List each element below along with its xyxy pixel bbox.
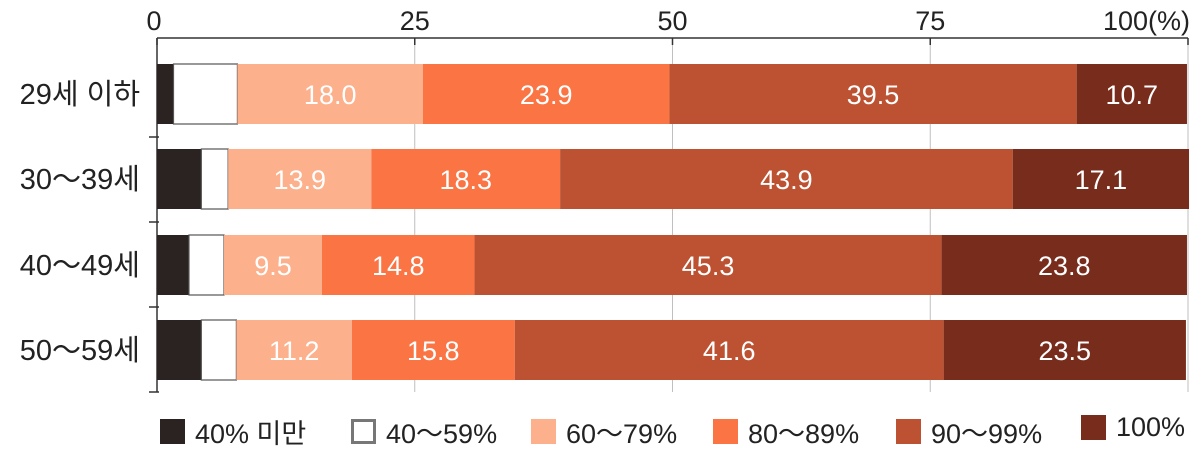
legend-swatch	[160, 419, 185, 444]
bar-segment	[669, 64, 1077, 124]
data-label: 41.6	[703, 336, 756, 366]
legend-label: 90～99%	[931, 419, 1043, 449]
x-tick-label: 75	[915, 6, 945, 36]
legend-swatch	[351, 419, 376, 444]
data-label: 23.5	[1039, 336, 1092, 366]
data-label: 45.3	[682, 251, 735, 281]
legend-swatch	[713, 419, 738, 444]
chart-bars	[157, 63, 1190, 381]
bar-segment	[188, 234, 225, 296]
bar-segment	[1076, 64, 1187, 124]
bar-segment	[200, 148, 229, 210]
bar-segment	[157, 149, 202, 209]
bar-segment	[351, 320, 515, 380]
bar-segment	[224, 235, 322, 295]
x-tick-label: 25	[400, 6, 430, 36]
bar-segment	[321, 235, 475, 295]
legend-item: 100%	[1081, 412, 1185, 443]
bar-segment	[200, 319, 237, 381]
data-label: 17.1	[1075, 165, 1128, 195]
legend-label: 100%	[1116, 412, 1186, 442]
legend-swatch	[1081, 415, 1106, 440]
data-label: 10.7	[1106, 80, 1159, 110]
bar-segment	[228, 149, 372, 209]
bar-segment	[157, 235, 189, 295]
bar-segment	[1012, 149, 1190, 209]
data-label: 15.8	[407, 336, 460, 366]
category-label: 29세 이하	[20, 78, 140, 111]
legend-label: 40～59%	[386, 419, 498, 449]
bar-segment	[514, 320, 944, 380]
data-label: 11.2	[269, 336, 320, 366]
data-label: 18.0	[304, 80, 357, 110]
data-label: 13.9	[274, 165, 327, 195]
bar-segment	[236, 320, 352, 380]
legend-swatch	[531, 419, 556, 444]
bar-segment	[560, 149, 1013, 209]
legend-label: 40% 미만	[195, 419, 307, 449]
category-label: 50～59세	[20, 335, 140, 367]
stacked-bar-chart: 0 25 50 75 100(%) 29세 이하 18.0 23.9 39.5 10.7 30～39…	[20, 6, 1190, 393]
legend-label: 60～79%	[566, 419, 678, 449]
x-tick-label: 100(%)	[1103, 6, 1190, 36]
bar-segment	[157, 320, 202, 380]
data-label: 43.9	[760, 165, 813, 195]
x-tick-label: 50	[657, 6, 687, 36]
bar-segment	[943, 320, 1186, 380]
data-label: 18.3	[440, 165, 493, 195]
bar-segment	[422, 64, 670, 124]
bar-segment	[371, 149, 561, 209]
category-label: 40～49세	[20, 250, 140, 282]
legend-swatch	[896, 419, 921, 444]
bar-segment	[172, 63, 239, 125]
x-tick-label: 0	[146, 6, 161, 36]
bar-segment	[941, 235, 1187, 295]
chart-labels: 0 25 50 75 100(%) 29세 이하 18.0 23.9 39.5 10.7 30～39…	[20, 6, 1190, 367]
data-label: 9.5	[254, 251, 292, 281]
bar-segment	[474, 235, 942, 295]
legend-label: 80～89%	[748, 419, 860, 449]
bar-segment	[237, 64, 423, 124]
data-label: 14.8	[372, 251, 425, 281]
legend-item: 60～79%	[531, 412, 677, 451]
data-label: 39.5	[847, 80, 900, 110]
data-label: 23.9	[520, 80, 573, 110]
chart-legend: 40% 미만 40～59% 60～79% 80～89% 90～99% 100%	[0, 412, 1200, 451]
legend-item: 90～99%	[896, 412, 1042, 451]
category-label: 30～39세	[20, 164, 140, 196]
data-label: 23.8	[1038, 251, 1091, 281]
legend-item: 40～59%	[351, 412, 497, 451]
bar-segment	[157, 64, 174, 124]
legend-item: 80～89%	[713, 412, 859, 451]
legend-item: 40% 미만	[160, 412, 306, 451]
